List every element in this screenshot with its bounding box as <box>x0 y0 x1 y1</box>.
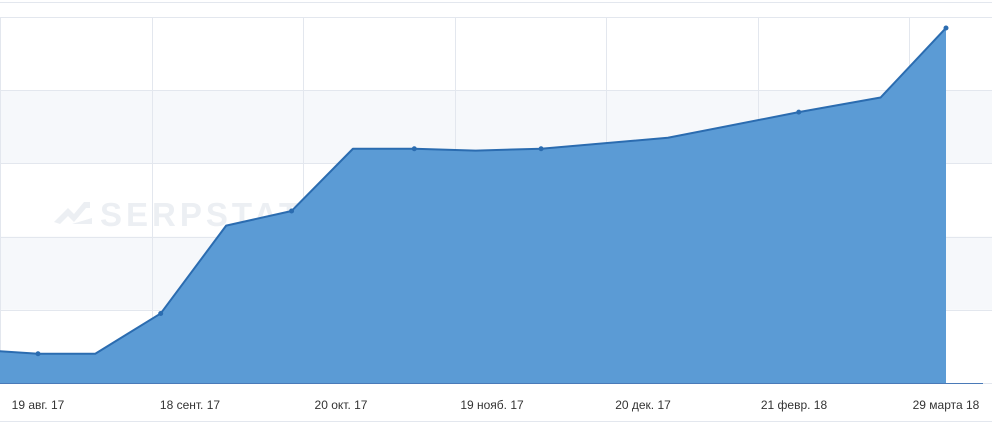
data-point <box>943 25 949 31</box>
serpstat-logo-icon <box>54 202 92 224</box>
series-area <box>0 27 983 384</box>
series-line <box>0 27 947 355</box>
data-point <box>796 109 802 115</box>
x-tick-label: 20 дек. 17 <box>615 398 671 412</box>
series-points <box>35 25 949 357</box>
x-tick-label: 18 сент. 17 <box>160 398 220 412</box>
data-point <box>35 351 41 357</box>
x-axis-ticks: 19 авг. 17 18 сент. 17 20 окт. 17 19 нояб. … <box>12 398 980 412</box>
x-tick-label: 29 марта 18 <box>913 398 980 412</box>
data-point <box>411 146 417 152</box>
data-point <box>158 310 164 316</box>
data-point <box>538 146 544 152</box>
x-tick-label: 21 февр. 18 <box>761 398 828 412</box>
x-tick-label: 19 авг. 17 <box>12 398 65 412</box>
x-tick-label: 20 окт. 17 <box>315 398 368 412</box>
data-point <box>289 208 295 214</box>
x-tick-label: 19 нояб. 17 <box>460 398 524 412</box>
area-fill <box>0 27 946 383</box>
